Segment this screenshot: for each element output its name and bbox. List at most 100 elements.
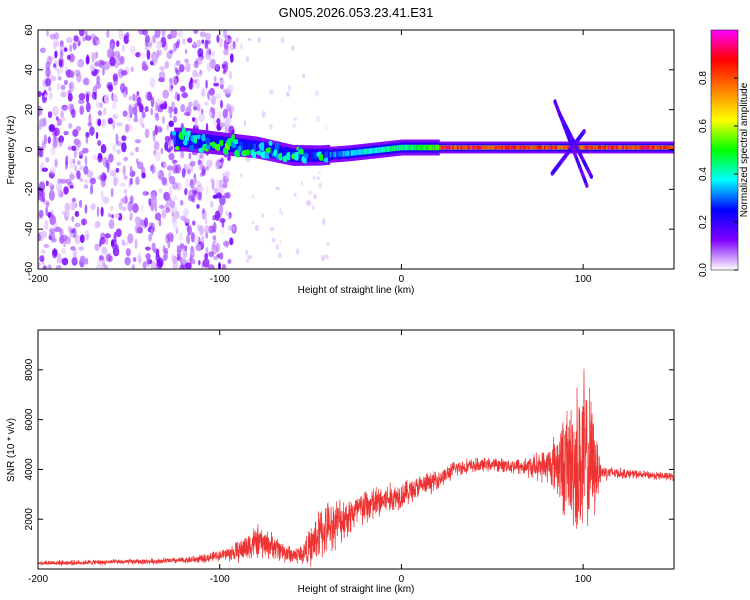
- band-core: [409, 144, 412, 151]
- noise-speckle: [89, 177, 96, 185]
- noise-speckle: [164, 250, 169, 261]
- noise-speckle: [159, 66, 166, 71]
- colorbar: 0.0 0.2 0.4 0.6 0.8 Normalized spectral ampl…: [698, 29, 750, 277]
- band-core: [300, 151, 303, 160]
- noise-speckle: [167, 232, 174, 242]
- band-peak: [669, 145, 673, 150]
- noise-speckle: [219, 122, 226, 128]
- noise-speckle: [130, 66, 134, 73]
- noise-speckle: [46, 30, 49, 37]
- band-peak: [447, 145, 450, 150]
- band-peak: [658, 145, 661, 150]
- band-core: [246, 142, 249, 151]
- noise-speckle: [196, 39, 202, 48]
- noise-speckle: [133, 117, 139, 123]
- noise-speckle: [95, 264, 103, 269]
- noise-speckle: [271, 237, 276, 243]
- noise-speckle: [232, 225, 235, 231]
- noise-speckle: [49, 228, 56, 234]
- noise-speckle: [75, 125, 82, 132]
- noise-speckle: [108, 43, 115, 50]
- band-core: [197, 136, 200, 146]
- noise-speckle: [116, 161, 122, 166]
- band-peak: [542, 145, 545, 150]
- noise-speckle: [313, 194, 317, 200]
- noise-speckle: [50, 237, 57, 243]
- band-peak: [650, 145, 653, 150]
- noise-speckle: [153, 140, 160, 151]
- noise-speckle: [312, 175, 316, 180]
- noise-speckle: [235, 36, 239, 43]
- noise-speckle: [153, 248, 160, 254]
- noise-speckle: [170, 30, 178, 39]
- noise-speckle: [214, 159, 220, 170]
- noise-speckle: [123, 156, 129, 162]
- band-peak: [622, 145, 625, 150]
- noise-speckle: [275, 243, 279, 250]
- noise-speckle: [110, 187, 114, 198]
- noise-speckle: [154, 212, 162, 221]
- noise-speckle: [119, 182, 126, 187]
- noise-speckle: [47, 264, 52, 269]
- noise-speckle: [312, 205, 315, 210]
- band-peak: [498, 145, 501, 150]
- band-core: [239, 141, 242, 150]
- band-core: [434, 144, 437, 151]
- noise-speckle: [171, 101, 175, 109]
- noise-speckle: [58, 186, 61, 198]
- band-peak: [485, 145, 488, 150]
- noise-speckle: [42, 196, 46, 203]
- noise-speckle: [95, 131, 99, 140]
- noise-speckle: [148, 233, 152, 242]
- noise-speckle: [178, 231, 183, 242]
- noise-speckle: [290, 45, 295, 51]
- noise-speckle: [219, 79, 225, 86]
- noise-speckle: [174, 67, 179, 74]
- noise-speckle: [77, 139, 82, 148]
- band-core: [174, 135, 177, 144]
- noise-speckle: [112, 143, 117, 153]
- noise-speckle: [161, 161, 167, 169]
- noise-speckle: [72, 42, 77, 50]
- noise-speckle: [48, 182, 53, 188]
- noise-speckle: [225, 102, 231, 109]
- y-tick-label: 4000: [24, 458, 35, 481]
- noise-speckle: [45, 156, 50, 163]
- noise-speckle: [72, 158, 76, 164]
- colorbar-gradient: [710, 29, 739, 271]
- band-peak: [491, 145, 494, 150]
- noise-speckle: [190, 232, 196, 243]
- noise-speckle: [201, 165, 206, 175]
- noise-speckle: [86, 170, 94, 178]
- noise-speckle: [118, 30, 124, 40]
- noise-speckle: [197, 48, 204, 57]
- noise-speckle: [114, 94, 118, 103]
- band-peak: [625, 145, 628, 150]
- noise-speckle: [79, 255, 86, 263]
- noise-speckle: [45, 77, 52, 87]
- noise-speckle: [164, 247, 169, 254]
- noise-speckle: [160, 161, 164, 168]
- noise-speckle: [176, 93, 180, 102]
- noise-speckle: [112, 113, 119, 120]
- noise-speckle: [188, 80, 195, 90]
- band-peak: [552, 145, 555, 150]
- noise-speckle: [222, 240, 230, 247]
- band-core: [363, 148, 367, 155]
- noise-speckle: [53, 40, 59, 48]
- noise-speckle: [223, 88, 226, 93]
- noise-speckle: [186, 168, 191, 175]
- noise-speckle: [196, 181, 202, 187]
- noise-speckle: [143, 189, 146, 197]
- band-core: [336, 151, 339, 158]
- noise-speckle: [85, 35, 92, 41]
- noise-speckle: [165, 207, 170, 213]
- noise-speckle: [102, 256, 106, 267]
- noise-speckle: [223, 30, 227, 39]
- band-peak: [545, 145, 548, 150]
- noise-speckle: [111, 92, 114, 102]
- noise-speckle: [188, 152, 192, 160]
- noise-speckle: [103, 107, 107, 116]
- band-core: [282, 149, 285, 157]
